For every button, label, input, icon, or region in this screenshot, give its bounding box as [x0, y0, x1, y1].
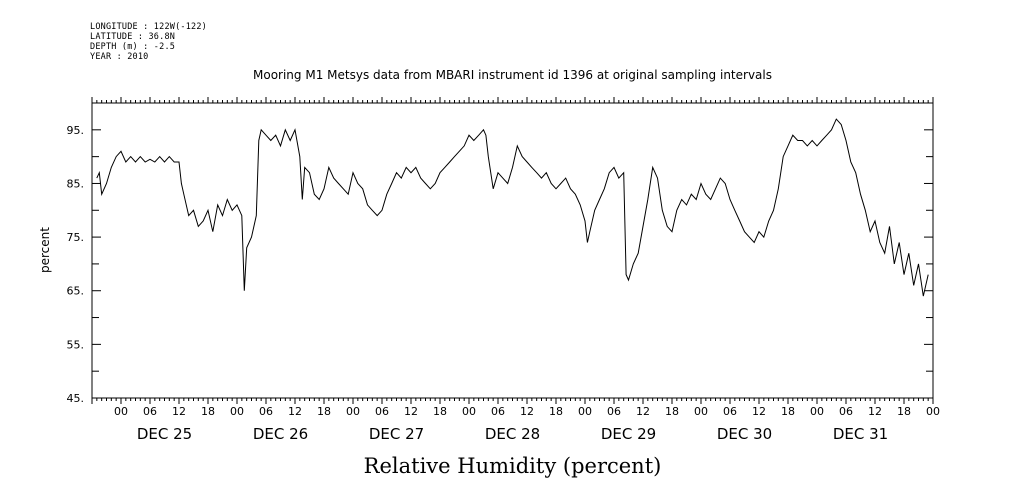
y-tick-label: 45. [67, 392, 85, 405]
x-day-label: DEC 30 [717, 425, 772, 443]
latitude-text: LATITUDE : 36.8N [90, 32, 176, 42]
y-tick-label: 75. [67, 231, 85, 244]
x-hour-tick-label: 18 [549, 405, 563, 418]
x-hour-tick-label: 06 [143, 405, 157, 418]
x-hour-tick-label: 12 [404, 405, 418, 418]
x-hour-tick-label: 12 [520, 405, 534, 418]
x-hour-tick-label: 00 [462, 405, 476, 418]
x-hour-tick-label: 18 [201, 405, 215, 418]
y-tick-label: 85. [67, 177, 85, 190]
chart-title: Mooring M1 Metsys data from MBARI instru… [253, 68, 772, 82]
x-hour-tick-label: 18 [665, 405, 679, 418]
x-hour-tick-label: 12 [636, 405, 650, 418]
longitude-text: LONGITUDE : 122W(-122) [90, 22, 207, 32]
x-hour-tick-label: 12 [868, 405, 882, 418]
x-day-label: DEC 26 [253, 425, 308, 443]
x-day-label: DEC 29 [601, 425, 656, 443]
depth-text: DEPTH (m) : -2.5 [90, 42, 176, 52]
axes-layer: 45. 55. 65. 75. 85. 95. 00 06 12 18 00 06 12 18 00 06 12… [67, 97, 940, 443]
y-tick-label: 95. [67, 124, 85, 137]
x-hour-tick-label: 06 [607, 405, 621, 418]
x-hour-tick-label: 18 [897, 405, 911, 418]
x-hour-tick-label: 00 [346, 405, 360, 418]
x-hour-tick-label: 18 [781, 405, 795, 418]
x-hour-tick-label: 00 [114, 405, 128, 418]
year-text: YEAR : 2010 [90, 52, 149, 62]
x-day-label: DEC 25 [137, 425, 192, 443]
x-hour-tick-label: 18 [433, 405, 447, 418]
x-day-label: DEC 27 [369, 425, 424, 443]
y-tick-label: 65. [67, 285, 85, 298]
series-layer [96, 118, 929, 297]
metadata-block: LONGITUDE : 122W(-122) LATITUDE : 36.8N … [90, 22, 207, 62]
x-hour-tick-label: 06 [491, 405, 505, 418]
x-hour-tick-label: 06 [839, 405, 853, 418]
x-hour-tick-label: 00 [578, 405, 592, 418]
x-day-label: DEC 31 [833, 425, 888, 443]
x-hour-tick-label: 00 [926, 405, 940, 418]
x-hour-tick-label: 06 [375, 405, 389, 418]
x-hour-tick-label: 00 [810, 405, 824, 418]
x-hour-tick-label: 12 [172, 405, 186, 418]
x-hour-tick-label: 12 [752, 405, 766, 418]
series-line [96, 118, 929, 297]
x-hour-tick-label: 18 [317, 405, 331, 418]
x-hour-tick-label: 00 [230, 405, 244, 418]
y-axis-label: percent [38, 227, 52, 273]
x-hour-tick-label: 06 [723, 405, 737, 418]
y-tick-label: 55. [67, 338, 85, 351]
x-hour-tick-label: 12 [288, 405, 302, 418]
x-hour-tick-label: 06 [259, 405, 273, 418]
x-axis-label: Relative Humidity (percent) [363, 454, 662, 478]
plot-frame [91, 102, 934, 399]
x-hour-tick-label: 00 [694, 405, 708, 418]
x-day-label: DEC 28 [485, 425, 540, 443]
